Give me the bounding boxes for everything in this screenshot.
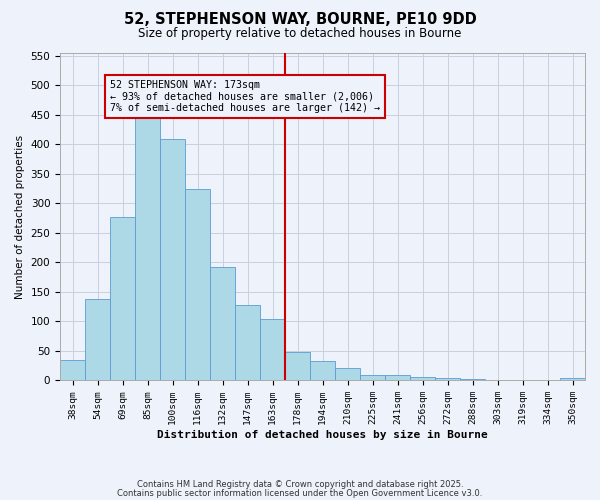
Bar: [360, 376, 385, 380]
Bar: [235, 306, 260, 380]
Bar: [185, 188, 210, 380]
Bar: [410, 377, 435, 380]
Bar: [310, 360, 335, 380]
Text: Size of property relative to detached houses in Bourne: Size of property relative to detached ho…: [139, 28, 461, 40]
Bar: [160, 138, 185, 380]
Bar: [60, 360, 85, 380]
Bar: [85, 300, 110, 380]
Bar: [335, 368, 360, 380]
Bar: [135, 115, 160, 380]
Text: 52 STEPHENSON WAY: 173sqm
← 93% of detached houses are smaller (2,006)
7% of sem: 52 STEPHENSON WAY: 173sqm ← 93% of detac…: [110, 80, 380, 113]
Bar: [210, 267, 235, 380]
X-axis label: Distribution of detached houses by size in Bourne: Distribution of detached houses by size …: [157, 430, 488, 440]
Bar: [460, 379, 485, 380]
Bar: [110, 217, 135, 380]
Text: Contains HM Land Registry data © Crown copyright and database right 2025.: Contains HM Land Registry data © Crown c…: [137, 480, 463, 489]
Bar: [385, 376, 410, 380]
Bar: [560, 378, 585, 380]
Y-axis label: Number of detached properties: Number of detached properties: [15, 134, 25, 298]
Bar: [260, 320, 285, 380]
Text: Contains public sector information licensed under the Open Government Licence v3: Contains public sector information licen…: [118, 489, 482, 498]
Bar: [285, 352, 310, 380]
Bar: [435, 378, 460, 380]
Text: 52, STEPHENSON WAY, BOURNE, PE10 9DD: 52, STEPHENSON WAY, BOURNE, PE10 9DD: [124, 12, 476, 28]
